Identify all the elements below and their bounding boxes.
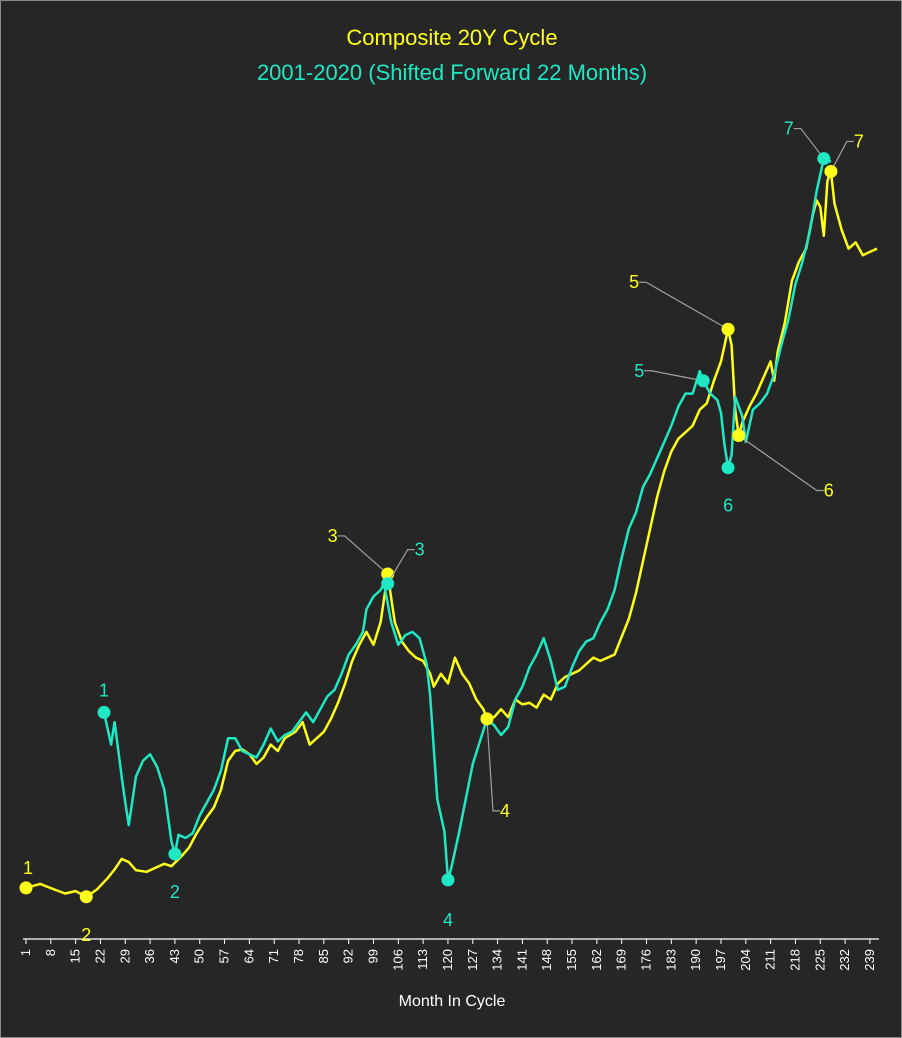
teal-marker-2 [168,847,182,861]
x-tick-label: 239 [862,949,877,971]
x-tick-label: 36 [142,949,157,963]
yellow-marker-label-3: 3 [328,526,338,546]
teal-marker-label-1: 1 [99,680,109,700]
teal-marker-label-6: 6 [723,496,733,516]
teal-marker-3 [381,577,395,591]
x-tick-label: 127 [465,949,480,971]
x-axis-label: Month In Cycle [399,993,506,1010]
x-tick-label: 120 [440,949,455,971]
x-tick-label: 232 [837,949,852,971]
x-tick-label: 8 [43,949,58,956]
x-tick-label: 22 [92,949,107,963]
yellow-marker-4 [480,712,494,726]
yellow-marker-label-4: 4 [500,801,510,821]
teal-marker-label-2: 2 [170,882,180,902]
x-tick-label: 78 [291,949,306,963]
x-tick-label: 29 [117,949,132,963]
leader-line [337,535,389,575]
x-tick-label: 190 [688,949,703,971]
yellow-marker-2 [79,890,93,904]
x-tick-label: 169 [614,949,629,971]
x-tick-label: 1 [18,949,33,956]
yellow-series-line [25,170,878,899]
x-tick-label: 99 [365,949,380,963]
x-tick-label: 71 [266,949,281,963]
leader-line [793,127,825,159]
x-tick-label: 162 [589,949,604,971]
teal-marker-label-7: 7 [784,119,794,139]
yellow-marker-label-2: 2 [81,925,91,945]
teal-marker-1 [97,705,111,719]
leader-line [639,281,729,330]
leader-line [387,549,415,584]
teal-series-line [102,157,832,882]
x-tick-label: 15 [68,949,83,963]
x-tick-label: 183 [663,949,678,971]
x-tick-label: 113 [415,949,430,970]
x-tick-label: 225 [812,949,827,971]
leader-line [486,718,500,812]
yellow-marker-7 [824,164,838,178]
x-tick-label: 141 [514,949,529,971]
x-tick-label: 106 [390,949,405,971]
x-tick-label: 57 [217,949,232,963]
x-tick-label: 134 [490,949,505,971]
yellow-marker-label-6: 6 [824,480,834,500]
yellow-marker-label-7: 7 [854,131,864,151]
x-axis-ticks: 1 8 15 22 29 36 43 50 57 64 71 78 85 92 99 106 113 120 127… [18,939,877,971]
marker-layer: 1 2 3 4 5 6 7 1 2 3 4 5 6 7 [19,119,864,945]
x-tick-label: 211 [763,949,778,970]
x-tick-label: 197 [713,949,728,971]
leader-line [644,370,704,382]
yellow-marker-6 [732,428,746,442]
x-tick-label: 50 [192,949,207,963]
yellow-marker-label-5: 5 [629,272,639,292]
leader-line [738,434,824,492]
teal-marker-4 [441,873,455,887]
x-tick-label: 85 [316,949,331,963]
teal-marker-7 [817,152,831,166]
yellow-marker-5 [721,322,735,336]
chart-title: Composite 20Y Cycle [346,25,557,50]
x-tick-label: 218 [787,949,802,971]
x-tick-label: 64 [241,949,256,963]
x-tick-label: 148 [539,949,554,971]
teal-marker-label-5: 5 [634,361,644,381]
leader-line [830,140,854,172]
teal-marker-6 [721,461,735,475]
x-tick-label: 43 [167,949,182,963]
x-tick-label: 155 [564,949,579,971]
x-tick-label: 204 [738,949,753,971]
x-tick-label: 176 [639,949,654,971]
x-tick-label: 92 [341,949,356,963]
teal-marker-5 [696,374,710,388]
teal-marker-label-3: 3 [415,540,425,560]
yellow-marker-1 [19,881,33,895]
yellow-marker-label-1: 1 [23,858,33,878]
teal-marker-label-4: 4 [443,910,453,930]
chart-subtitle: 2001-2020 (Shifted Forward 22 Months) [257,60,647,85]
series-layer [25,157,878,899]
